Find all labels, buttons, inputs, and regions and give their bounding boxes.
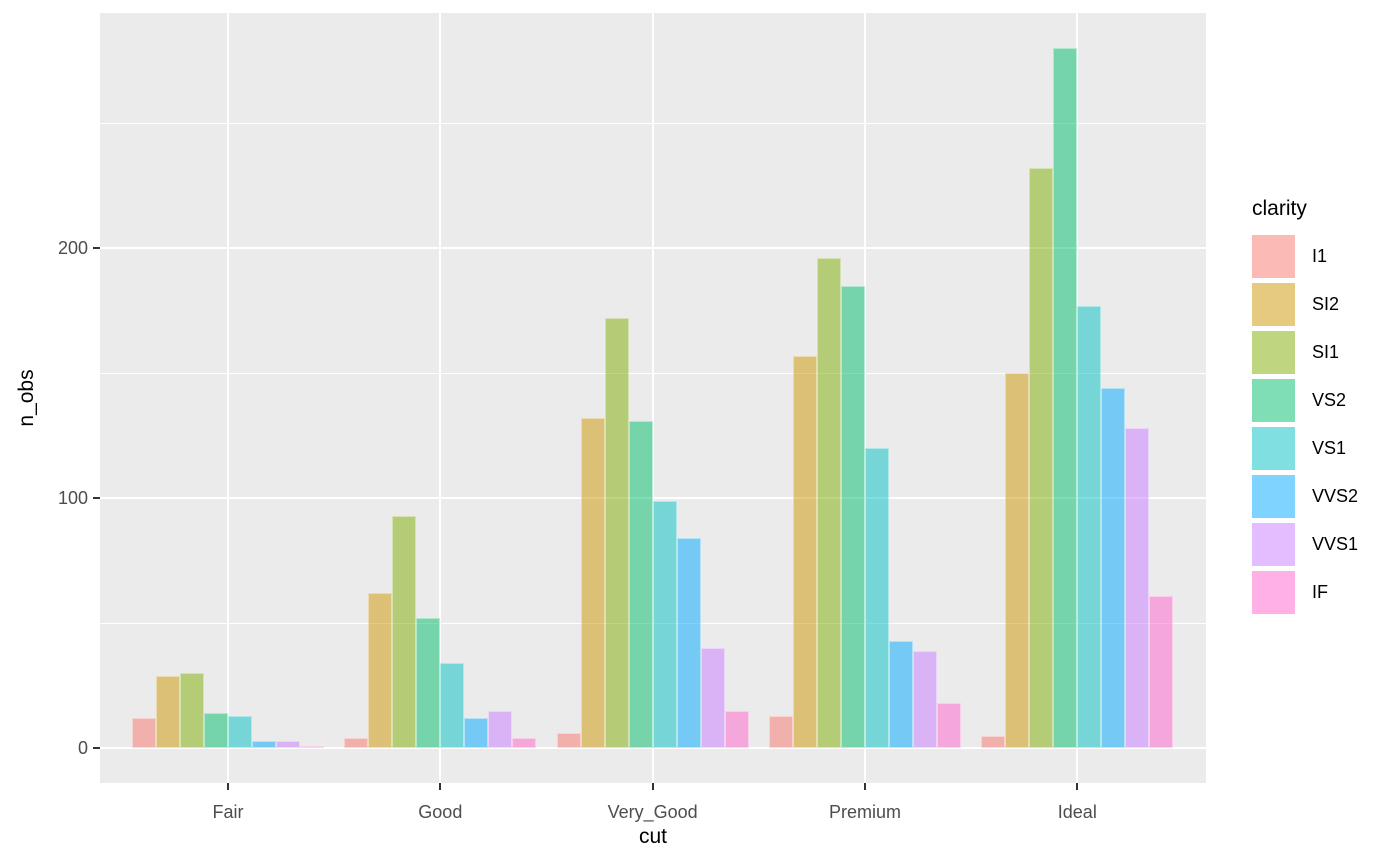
y-axis-title: n_obs (15, 369, 38, 427)
legend-items: I1 SI2 SI1 VS2 VS1 VVS2 VVS1 IF (1252, 235, 1358, 614)
x-tick-label-Good: Good (418, 802, 463, 822)
y-tick-mark-200 (93, 247, 100, 249)
bar-Very_Good-VS1 (652, 500, 677, 748)
legend-item-SI1: SI1 (1252, 331, 1358, 374)
bar-Premium-VS1 (864, 448, 889, 748)
legend-key-VVS2 (1252, 475, 1295, 518)
gridline-major-x-Premium (863, 13, 866, 783)
legend-key-I1 (1252, 235, 1295, 278)
bar-Ideal-VS2 (1053, 48, 1078, 748)
bar-Very_Good-VVS2 (676, 538, 701, 748)
legend-key-VS2 (1252, 379, 1295, 422)
gridline-major-x-Fair (227, 13, 229, 783)
bar-Ideal-VVS2 (1101, 388, 1126, 748)
legend-label-SI2: SI2 (1312, 294, 1340, 314)
bar-Very_Good-IF (724, 710, 749, 748)
bar-Fair-VS1 (228, 715, 252, 748)
bar-Very_Good-I1 (556, 733, 581, 748)
bar-Fair-IF (300, 745, 324, 748)
bar-Premium-SI2 (792, 355, 817, 748)
legend-label-IF: IF (1312, 582, 1328, 602)
x-tick-label-Fair: Fair (212, 802, 244, 822)
legend-title: clarity (1252, 197, 1307, 220)
bar-Fair-VS2 (204, 713, 228, 748)
y-tick-mark-100 (93, 497, 100, 499)
legend-label-I1: I1 (1312, 246, 1328, 266)
bar-Good-VVS2 (464, 718, 489, 748)
x-tick-mark-Very_Good (651, 783, 654, 790)
bar-Good-SI2 (368, 593, 393, 748)
y-tick-mark-0 (93, 747, 100, 749)
legend-item-I1: I1 (1252, 235, 1358, 278)
x-tick-label-Premium: Premium (828, 802, 901, 822)
plot-panel (100, 13, 1206, 783)
x-axis-title: cut (638, 825, 667, 848)
x-tick-mark-Fair (227, 783, 229, 790)
bar-Very_Good-VS2 (628, 420, 653, 748)
legend-label-VVS1: VVS1 (1312, 534, 1359, 554)
y-tick-label-0: 0 (77, 738, 88, 758)
bar-Fair-SI2 (156, 675, 180, 748)
bar-Premium-I1 (768, 715, 793, 748)
legend-item-IF: IF (1252, 571, 1358, 614)
bar-Ideal-SI1 (1029, 168, 1054, 748)
bar-Good-SI1 (392, 515, 417, 748)
x-tick-mark-Good (439, 783, 442, 790)
bar-Good-VS1 (440, 663, 465, 748)
bar-Premium-VVS2 (888, 640, 913, 748)
bar-Fair-SI1 (180, 673, 204, 748)
bar-Very_Good-SI2 (580, 418, 605, 748)
legend-item-VVS2: VVS2 (1252, 475, 1358, 518)
legend-item-VS2: VS2 (1252, 379, 1358, 422)
legend-item-VVS1: VVS1 (1252, 523, 1358, 566)
legend-key-VS1 (1252, 427, 1295, 470)
legend-key-SI2 (1252, 283, 1295, 326)
bar-Good-I1 (344, 738, 369, 748)
bar-Very_Good-VVS1 (700, 648, 725, 748)
legend-label-VVS2: VVS2 (1312, 486, 1359, 506)
legend-item-SI2: SI2 (1252, 283, 1358, 326)
legend-label-VS1: VS1 (1312, 438, 1347, 458)
bar-Ideal-I1 (981, 735, 1006, 748)
bar-Good-VVS1 (488, 710, 513, 748)
legend-label-VS2: VS2 (1312, 390, 1347, 410)
bar-Fair-I1 (132, 718, 156, 748)
y-tick-label-100: 100 (57, 488, 88, 508)
x-tick-mark-Premium (863, 783, 866, 790)
gridline-major-x-Very_Good (651, 13, 654, 783)
legend: clarity I1 SI2 SI1 VS2 VS1 VVS2 VVS1 IF (1252, 195, 1358, 619)
x-tick-label-Ideal: Ideal (1057, 802, 1097, 822)
legend-key-VVS1 (1252, 523, 1295, 566)
legend-key-SI1 (1252, 331, 1295, 374)
bar-Ideal-IF (1149, 595, 1174, 748)
bar-Fair-VVS1 (276, 740, 300, 748)
legend-label-SI1: SI1 (1312, 342, 1340, 362)
bar-Fair-VVS2 (252, 740, 276, 748)
bar-Ideal-SI2 (1005, 373, 1030, 748)
bar-Good-VS2 (416, 618, 441, 748)
bar-Premium-IF (936, 703, 961, 748)
bar-Good-IF (512, 738, 537, 748)
x-tick-label-Very_Good: Very_Good (607, 802, 698, 822)
legend-key-IF (1252, 571, 1295, 614)
y-tick-label-200: 200 (57, 238, 88, 258)
x-tick-mark-Ideal (1076, 783, 1079, 790)
bar-Ideal-VS1 (1077, 305, 1102, 748)
bar-Premium-SI1 (816, 258, 841, 748)
legend-item-VS1: VS1 (1252, 427, 1358, 470)
bar-Very_Good-SI1 (604, 318, 629, 748)
bar-Ideal-VVS1 (1125, 428, 1150, 748)
bar-Premium-VS2 (840, 285, 865, 748)
bar-Premium-VVS1 (912, 650, 937, 748)
gridline-major-x-Good (439, 13, 442, 783)
